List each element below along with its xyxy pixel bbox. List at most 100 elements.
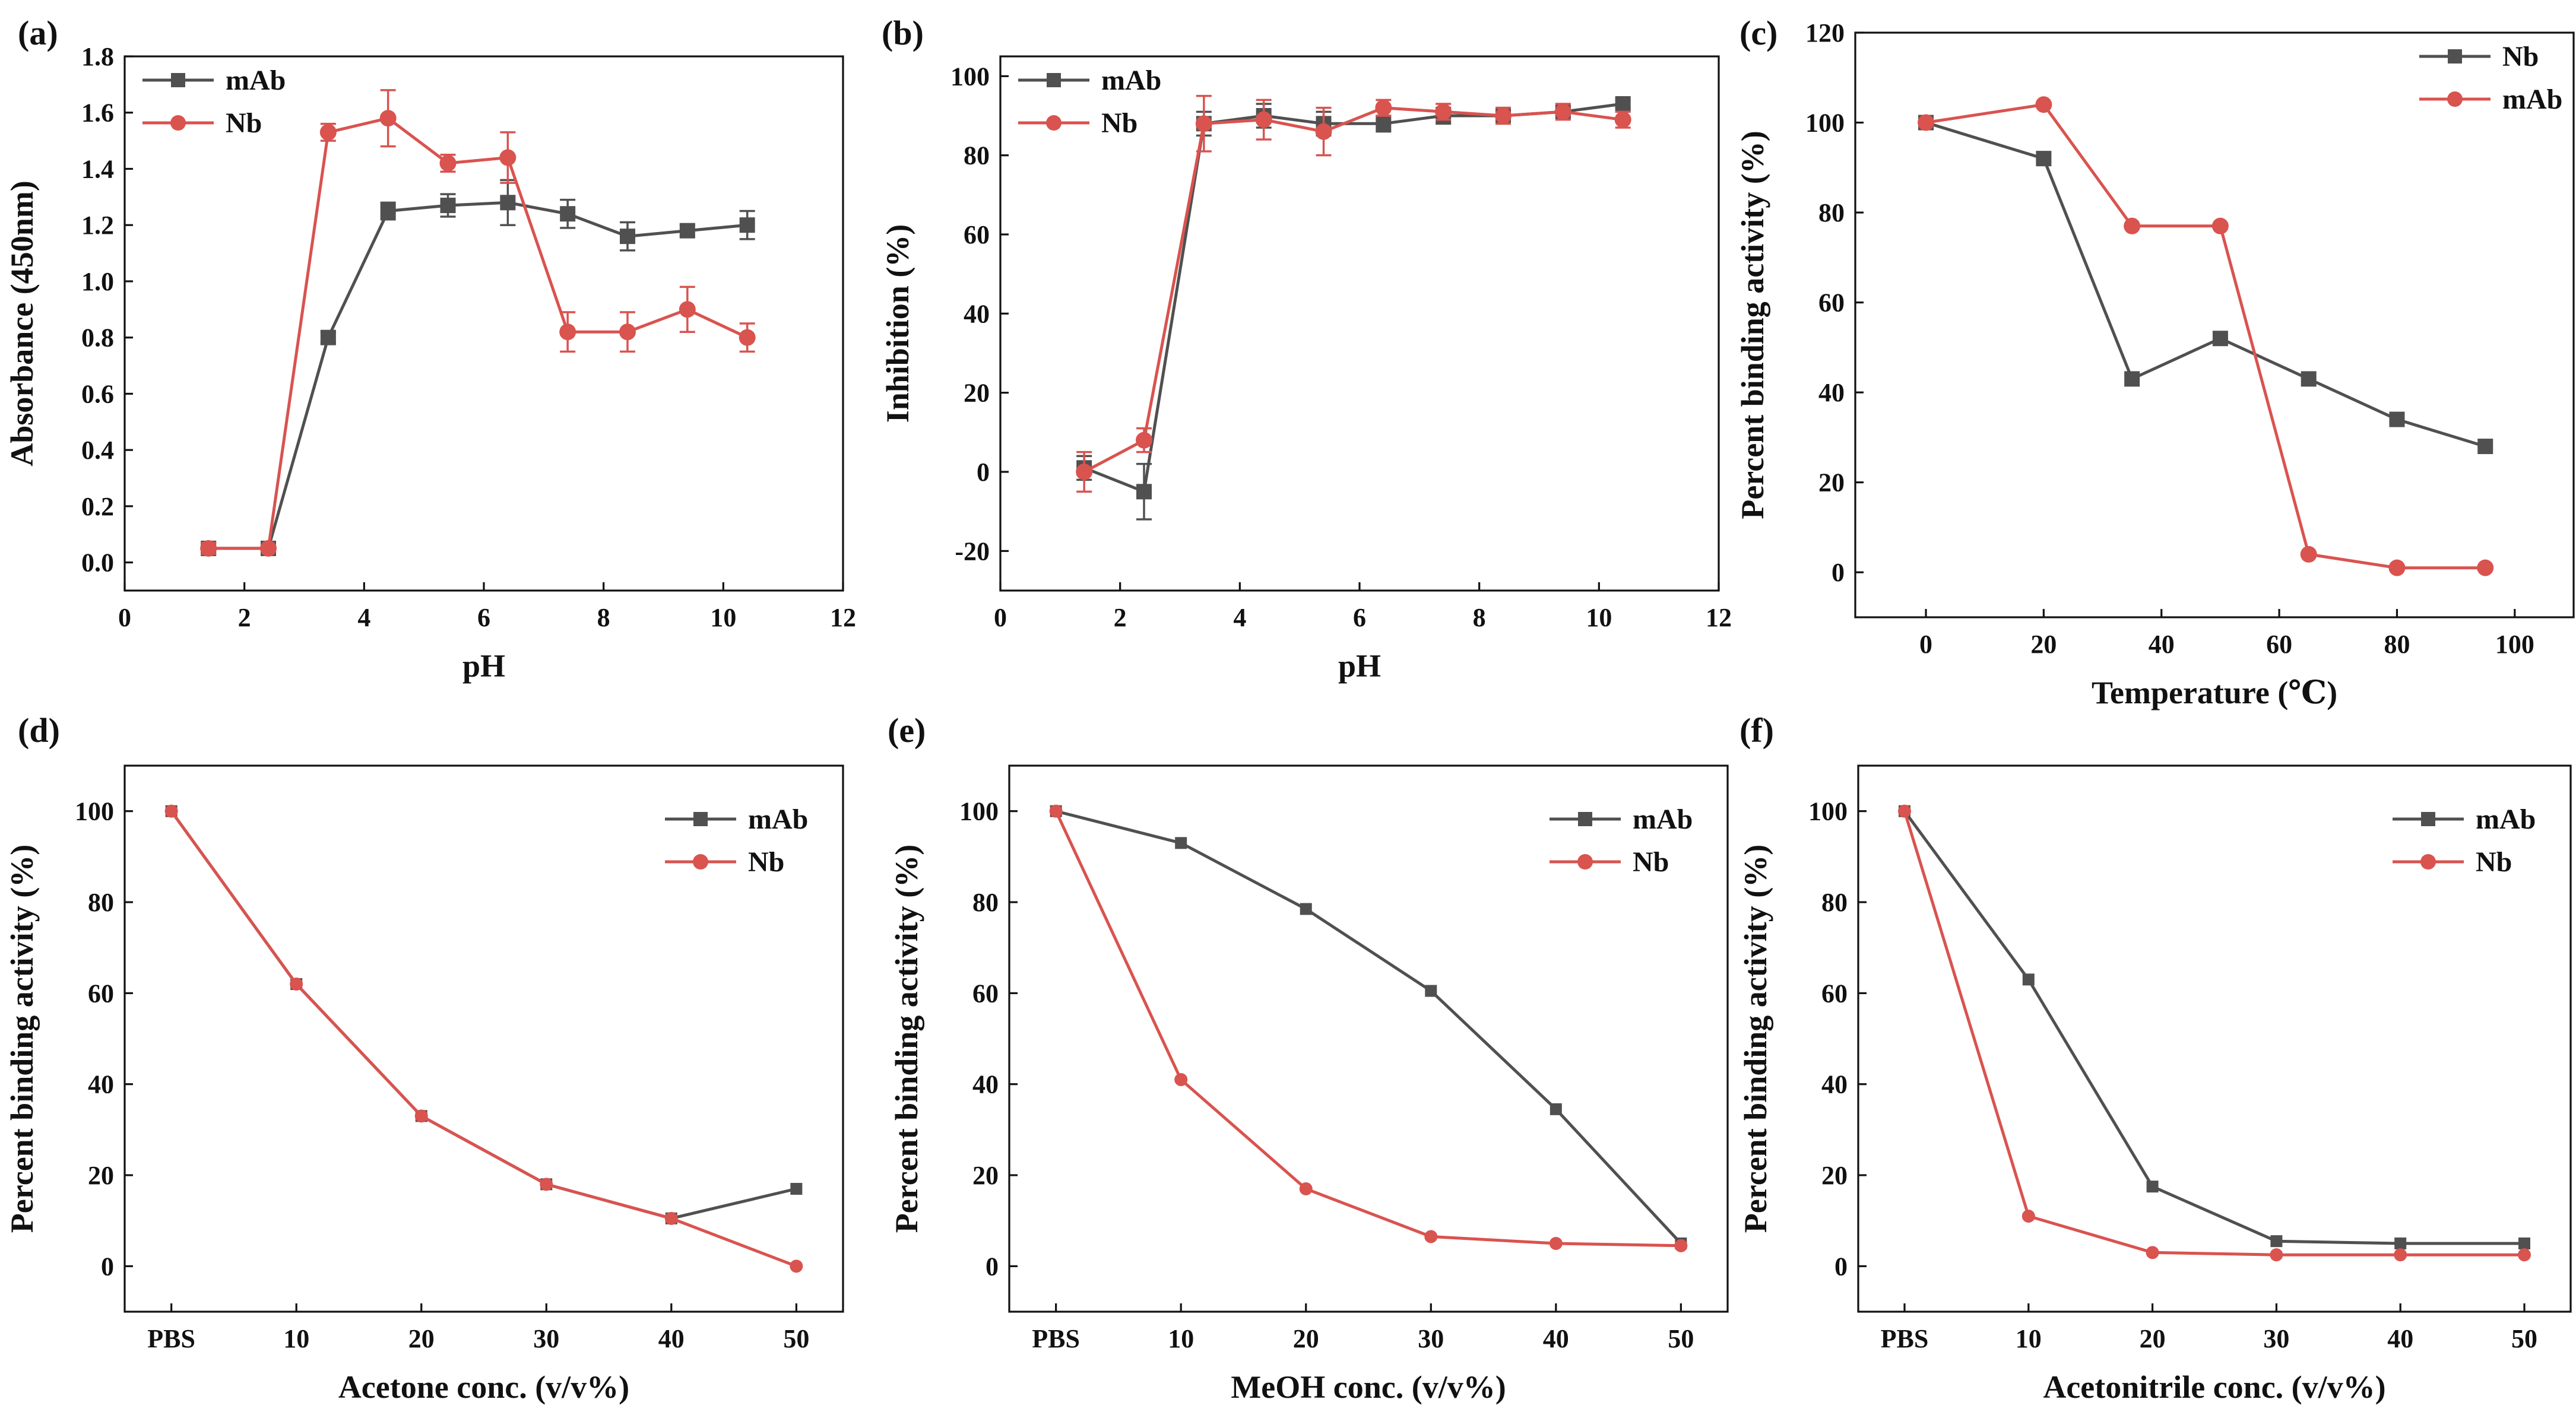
data-point xyxy=(1425,985,1437,997)
series-line xyxy=(170,810,797,1268)
y-tick-label: 80 xyxy=(972,888,999,917)
data-point xyxy=(2212,331,2228,347)
legend-marker xyxy=(2421,812,2435,826)
series-nb xyxy=(1076,94,1631,493)
x-tick-label: 0 xyxy=(1919,630,1932,659)
panel-label: (a) xyxy=(18,14,58,52)
y-tick-label: 40 xyxy=(88,1070,114,1099)
data-point xyxy=(2146,1181,2159,1193)
legend-label: mAb xyxy=(748,804,808,835)
series-line xyxy=(1903,810,2524,1256)
data-point xyxy=(1136,484,1152,500)
legend-label: mAb xyxy=(2476,804,2536,835)
legend: Nb mAb xyxy=(2419,41,2562,115)
y-tick-label: 20 xyxy=(964,379,990,408)
y-tick-label: 20 xyxy=(1818,468,1845,497)
data-point xyxy=(200,540,217,557)
data-point xyxy=(2124,217,2141,234)
data-point xyxy=(260,540,277,557)
y-tick-label: 0 xyxy=(977,458,990,487)
legend-label: mAb xyxy=(1633,804,1693,835)
y-axis-title: Percent binding activity (%) xyxy=(1735,131,1770,519)
x-tick-label: 2 xyxy=(1114,603,1127,632)
legend-label: Nb xyxy=(1101,107,1138,139)
panel-e: (e) 0 20 40 60 80 100 PBS 10 20 30 40 50 MeOH conc. (… xyxy=(888,711,1729,1405)
data-point xyxy=(1255,111,1272,128)
y-axis-title: Percent binding activity (%) xyxy=(4,845,40,1233)
y-tick-label: 80 xyxy=(88,888,114,917)
x-tick-label: 0 xyxy=(994,603,1007,632)
x-tick-label: 50 xyxy=(2511,1324,2537,1353)
data-point xyxy=(1674,1239,1688,1252)
data-point xyxy=(439,155,457,172)
x-tick-label: 4 xyxy=(357,603,370,632)
data-point xyxy=(1175,837,1187,849)
data-point xyxy=(2300,545,2317,563)
legend-marker xyxy=(2447,91,2463,107)
legend-label: Nb xyxy=(748,846,784,878)
data-point xyxy=(1315,123,1332,140)
data-point xyxy=(500,195,516,211)
data-point xyxy=(790,1183,803,1195)
data-point xyxy=(164,804,178,818)
legend: mAb Nb xyxy=(665,804,808,878)
x-tick-label: 40 xyxy=(2149,630,2175,659)
y-tick-label: 1.0 xyxy=(81,267,114,296)
y-tick-label: 120 xyxy=(1805,18,1845,47)
y-tick-label: 1.2 xyxy=(81,211,114,240)
series-mab xyxy=(1918,96,2494,576)
data-point xyxy=(380,203,396,219)
y-tick-label: 0 xyxy=(986,1252,999,1281)
y-tick-label: 0.4 xyxy=(81,436,114,465)
legend-label: Nb xyxy=(1633,846,1669,878)
data-point xyxy=(2211,217,2229,234)
y-tick-label: 1.8 xyxy=(81,42,114,71)
panel-c: (c) 0 20 40 60 80 100 120 0 20 40 60 80 100 Temperatur… xyxy=(1735,14,2575,710)
y-axis-title: Percent binding activity (%) xyxy=(889,845,924,1233)
series-nb xyxy=(1049,804,1688,1252)
x-tick-label: 2 xyxy=(238,603,251,632)
plot-frame xyxy=(1008,764,1729,1313)
data-point xyxy=(1550,1103,1562,1115)
data-point xyxy=(319,123,337,141)
data-point xyxy=(560,206,576,222)
legend-marker xyxy=(1578,812,1592,826)
data-point xyxy=(1376,116,1392,132)
y-tick-label: 40 xyxy=(1821,1070,1848,1099)
data-point xyxy=(440,198,456,214)
series-nb xyxy=(1918,115,2493,455)
x-tick-label: PBS xyxy=(1881,1324,1929,1353)
series-line xyxy=(208,201,747,550)
y-tick-label: 80 xyxy=(1821,888,1848,917)
data-point xyxy=(1049,804,1063,818)
data-point xyxy=(1554,103,1571,120)
x-axis-title: Temperature (℃) xyxy=(2092,675,2337,710)
x-tick-label: 6 xyxy=(477,603,490,632)
series-line xyxy=(1054,810,1681,1248)
y-tick-label: 40 xyxy=(972,1070,999,1099)
data-point xyxy=(1375,99,1392,116)
legend-marker xyxy=(693,854,708,870)
data-point xyxy=(320,329,336,345)
x-tick-label: 20 xyxy=(2140,1324,2166,1353)
y-tick-label: 100 xyxy=(75,797,114,826)
data-point xyxy=(2036,151,2052,167)
y-tick-label: 20 xyxy=(1821,1161,1848,1190)
data-point xyxy=(2270,1235,2283,1248)
x-tick-label: 10 xyxy=(283,1324,309,1353)
data-point xyxy=(1898,804,1911,818)
y-tick-label: 0.0 xyxy=(81,548,114,578)
legend-label: Nb xyxy=(226,107,262,139)
data-point xyxy=(2022,973,2035,986)
series-nb xyxy=(164,804,803,1273)
series-mab xyxy=(1076,96,1631,521)
legend-marker xyxy=(2448,49,2462,64)
series-line xyxy=(1083,106,1624,474)
y-tick-label: 80 xyxy=(964,141,990,170)
data-point xyxy=(379,110,397,127)
data-point xyxy=(1435,103,1452,120)
data-point xyxy=(1136,431,1152,449)
data-point xyxy=(2394,1238,2407,1249)
y-tick-label: 0.2 xyxy=(81,492,114,521)
